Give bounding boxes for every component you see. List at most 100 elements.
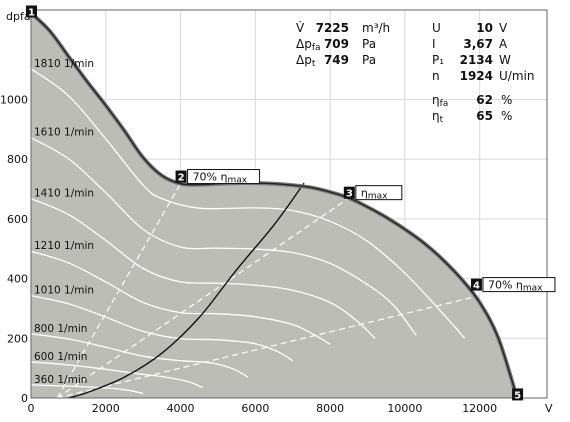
value-label-main: Δp	[296, 37, 312, 51]
speed-curves	[30, 68, 466, 395]
y-tick-label: 0	[21, 392, 28, 405]
y-tick-label: 1000	[0, 94, 28, 107]
speed-curve	[30, 361, 204, 389]
speed-curve-labels: 1810 1/min 1610 1/min 1410 1/min 1210 1/min…	[34, 58, 94, 386]
x-tick-label: 8000	[316, 402, 344, 415]
speed-curve	[30, 198, 376, 339]
value-label: V̇	[296, 21, 305, 35]
marker: 3 ηmax	[343, 185, 403, 202]
value-unit: V	[499, 21, 508, 35]
marker-label-box	[482, 277, 556, 293]
value-label: Δpt	[296, 53, 316, 69]
value-number: 10	[476, 21, 493, 35]
y-tick-label: 800	[7, 153, 28, 166]
marker: 1	[26, 5, 37, 18]
value-label-main: I	[432, 37, 436, 51]
value-label-sub: t	[312, 59, 316, 69]
marker-percent: 70%	[488, 279, 516, 292]
speed-curve	[30, 384, 144, 395]
y-axis-label: dpfa	[6, 10, 31, 23]
plot-frame	[30, 9, 548, 399]
speed-curve-label: 1610 1/min	[34, 127, 94, 139]
operating-curve-layer	[68, 182, 305, 399]
marker-eta: η	[221, 171, 228, 184]
value-label-main: U	[432, 21, 441, 35]
marker-label: 70% ηmax	[193, 171, 248, 186]
y-tick-label: 200	[7, 332, 28, 345]
y-tick-label: 600	[7, 213, 28, 226]
y-tick-label: 400	[7, 273, 28, 286]
x-tick-label: 12000	[462, 402, 497, 415]
value-unit: Pa	[362, 53, 376, 67]
marker-label-box	[355, 185, 403, 201]
marker-badge	[343, 186, 355, 199]
envelope-layer	[29, 11, 520, 399]
speed-curve	[30, 137, 417, 336]
value-label-main: η	[432, 109, 440, 123]
value-label-main: η	[432, 93, 440, 107]
value-label-sub: t	[440, 115, 444, 125]
value-number: 62	[476, 93, 493, 107]
speed-curve-label: 800 1/min	[34, 323, 87, 335]
value-label: P₁	[432, 53, 444, 67]
value-unit: W	[499, 53, 511, 67]
marker-badge	[26, 5, 37, 18]
operating-area	[31, 13, 518, 398]
marker-eta-sub: max	[368, 192, 388, 202]
value-number: 2134	[460, 53, 493, 67]
efficiency-line	[57, 295, 477, 399]
marker-percent: 70%	[193, 171, 221, 184]
speed-curve-label: 600 1/min	[34, 351, 87, 363]
value-label: ηfa	[432, 93, 448, 109]
efficiency-line	[56, 183, 182, 399]
speed-curve-label: 1010 1/min	[34, 285, 94, 297]
axes: dpfa V	[6, 9, 553, 415]
efficiency-lines	[56, 183, 477, 399]
value-label-main: P₁	[432, 53, 444, 67]
value-label-sub: fa	[312, 43, 321, 53]
marker-label: ηmax	[361, 187, 388, 202]
value-label: ηt	[432, 109, 444, 125]
operating-curve	[68, 182, 305, 399]
value-label-main: n	[432, 69, 440, 83]
value-number: 1924	[460, 69, 493, 83]
value-unit: Pa	[362, 37, 376, 51]
x-tick-label: 4000	[167, 402, 195, 415]
efficiency-line	[56, 197, 350, 399]
speed-curve	[30, 333, 249, 378]
speed-curve-label: 1410 1/min	[34, 188, 94, 200]
value-label: U	[432, 21, 441, 35]
marker-number: 5	[514, 390, 521, 401]
envelope-curve	[30, 12, 518, 399]
speed-curve	[30, 68, 466, 339]
value-number: 65	[476, 109, 493, 123]
speed-curve	[30, 250, 331, 345]
value-label-main: V̇	[296, 21, 305, 35]
x-tick-label: 10000	[387, 402, 422, 415]
marker-badge	[470, 278, 482, 291]
marker-number: 1	[28, 7, 35, 18]
value-unit: %	[501, 93, 512, 107]
marker-eta: η	[516, 279, 523, 292]
marker-eta-sub: max	[228, 176, 248, 186]
value-label: n	[432, 69, 440, 83]
value-label: Δpfa	[296, 37, 321, 53]
value-label-main: Δp	[296, 53, 312, 67]
value-number: 749	[324, 53, 349, 67]
value-unit: U/min	[499, 69, 534, 83]
marker-label: 70% ηmax	[488, 279, 543, 294]
marker: 4 70% ηmax	[470, 277, 556, 294]
speed-curve-label: 360 1/min	[34, 374, 87, 386]
marker-badge	[512, 388, 524, 401]
marker: 2 70% ηmax	[175, 169, 261, 186]
value-unit: A	[499, 37, 508, 51]
marker-badge	[175, 170, 187, 183]
marker-label-box	[187, 169, 261, 185]
marker-eta: η	[361, 187, 368, 200]
value-label-sub: fa	[440, 99, 449, 109]
marker-number: 2	[178, 173, 185, 184]
